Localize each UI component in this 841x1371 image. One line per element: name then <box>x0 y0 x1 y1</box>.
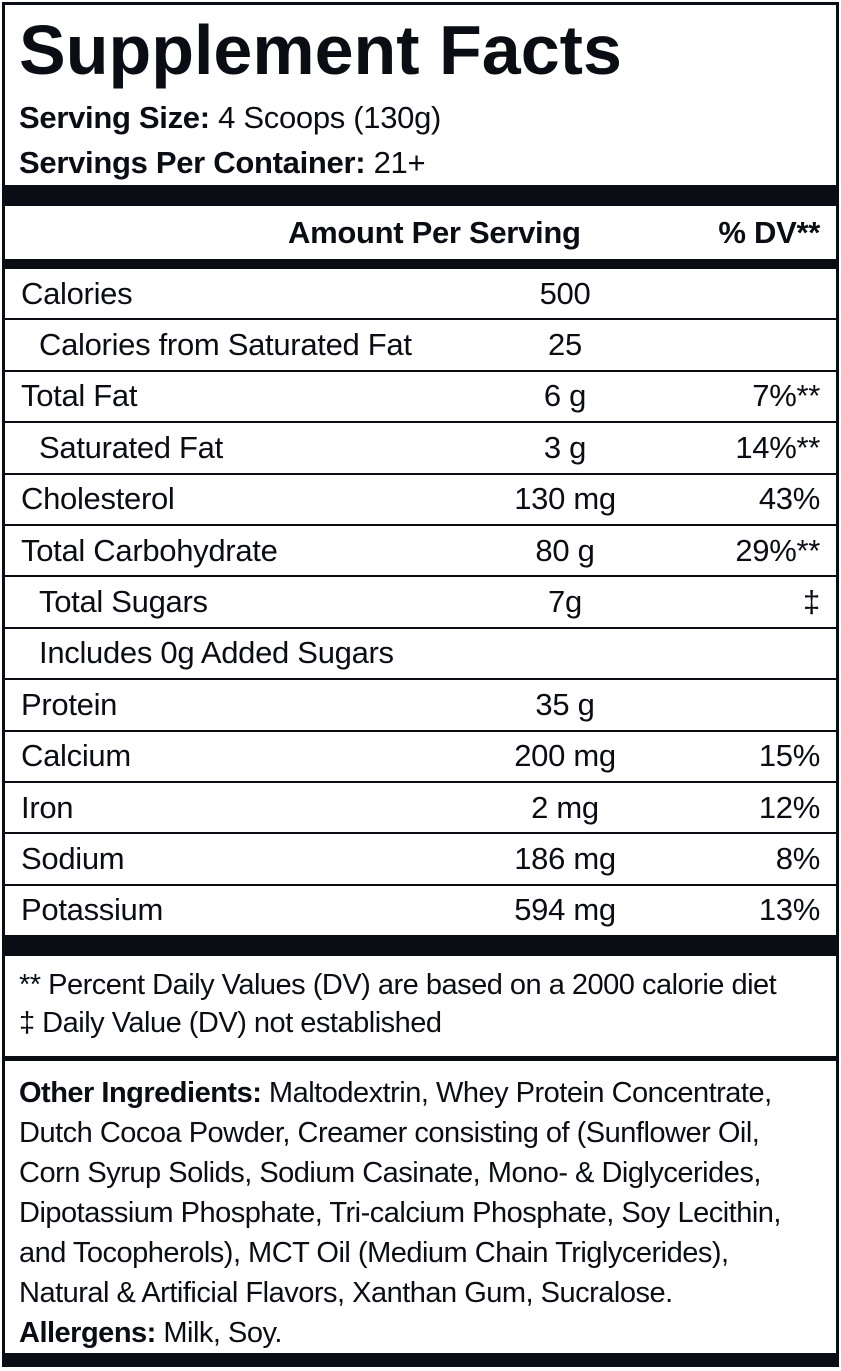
nutrient-amount: 35 g <box>535 686 595 722</box>
nutrient-amount: 2 mg <box>531 789 599 825</box>
table-row-total-fat: Total Fat 6 g 7%** <box>5 372 836 424</box>
table-header-row: Amount Per Serving % DV** <box>5 206 836 259</box>
allergens-line: Allergens: Milk, Soy. <box>19 1313 822 1353</box>
table-row-calories-from-saturated-fat: Calories from Saturated Fat 25 <box>5 320 836 372</box>
nutrient-name: Includes 0g Added Sugars <box>39 635 394 671</box>
other-ingredients-label: Other Ingredients: <box>19 1077 262 1109</box>
allergens-text: Milk, Soy. <box>155 1317 282 1349</box>
table-row-total-sugars: Total Sugars 7g ‡ <box>5 577 836 629</box>
nutrient-amount: 6 g <box>543 378 587 414</box>
nutrient-amount: 25 <box>548 327 582 363</box>
bottom-bar <box>5 1353 836 1364</box>
footnotes: ** Percent Daily Values (DV) are based o… <box>5 956 836 1048</box>
nutrient-amount: 186 mg <box>514 840 616 876</box>
dagger-footnote: ‡ Daily Value (DV) not established <box>19 1007 442 1039</box>
amount-per-serving-header: Amount Per Serving <box>288 214 581 250</box>
table-row-iron: Iron 2 mg 12% <box>5 783 836 835</box>
nutrient-dv: 13% <box>758 892 820 928</box>
label-header: Supplement Facts Serving Size: 4 Scoops … <box>5 5 836 185</box>
table-row-added-sugars: Includes 0g Added Sugars <box>5 629 836 681</box>
nutrient-name: Saturated Fat <box>39 429 223 465</box>
table-row-calories: Calories 500 <box>5 269 836 321</box>
nutrient-amount: 3 g <box>543 429 587 465</box>
table-row-total-carbohydrate: Total Carbohydrate 80 g 29%** <box>5 526 836 578</box>
nutrient-name: Calories <box>21 275 133 311</box>
nutrient-name: Iron <box>21 789 74 825</box>
nutrient-amount: 594 mg <box>514 892 616 928</box>
other-ingredients-paragraph: Other Ingredients: Maltodextrin, Whey Pr… <box>19 1073 822 1313</box>
nutrient-dv: 12% <box>758 789 820 825</box>
table-row-protein: Protein 35 g <box>5 680 836 732</box>
dv-footnote: ** Percent Daily Values (DV) are based o… <box>19 969 777 1001</box>
other-ingredients-section: Other Ingredients: Maltodextrin, Whey Pr… <box>5 1061 836 1353</box>
divider-bar-header <box>5 259 836 269</box>
serving-size-value: 4 Scoops (130g) <box>218 100 442 135</box>
serving-size-line: Serving Size: 4 Scoops (130g) <box>19 95 822 140</box>
serving-size-label: Serving Size: <box>19 100 210 135</box>
nutrient-name: Protein <box>21 686 118 722</box>
page-title: Supplement Facts <box>19 11 622 89</box>
table-row-calcium: Calcium 200 mg 15% <box>5 732 836 783</box>
nutrient-dv: 8% <box>775 840 821 876</box>
nutrient-name: Total Carbohydrate <box>21 532 278 568</box>
table-row-cholesterol: Cholesterol 130 mg 43% <box>5 475 836 526</box>
other-ingredients-text: Maltodextrin, Whey Protein Concentrate, … <box>19 1077 781 1309</box>
nutrient-amount: 200 mg <box>514 738 616 774</box>
nutrient-dv: 43% <box>758 481 820 517</box>
nutrient-table: Calories 500 Calories from Saturated Fat… <box>5 269 836 935</box>
nutrient-name: Total Fat <box>21 378 138 414</box>
table-row-potassium: Potassium 594 mg 13% <box>5 886 836 935</box>
footnote-divider-rule <box>5 1056 836 1061</box>
percent-dv-header: % DV** <box>718 214 820 250</box>
nutrient-dv: ‡ <box>803 584 820 620</box>
nutrient-amount: 500 <box>539 275 591 311</box>
nutrient-dv: 7%** <box>752 378 820 414</box>
divider-bar-top <box>5 185 836 206</box>
serving-info: Serving Size: 4 Scoops (130g) Servings P… <box>19 95 822 185</box>
nutrient-amount: 80 g <box>535 532 595 568</box>
nutrient-name: Calcium <box>21 738 131 774</box>
servings-per-container-value: 21+ <box>373 145 426 180</box>
nutrient-dv: 29%** <box>735 532 820 568</box>
table-row-sodium: Sodium 186 mg 8% <box>5 834 836 886</box>
servings-per-container-label: Servings Per Container: <box>19 145 366 180</box>
table-row-saturated-fat: Saturated Fat 3 g 14%** <box>5 423 836 475</box>
nutrient-amount: 130 mg <box>514 481 616 517</box>
nutrient-dv: 15% <box>758 738 820 774</box>
allergens-label: Allergens: <box>19 1317 156 1349</box>
nutrient-dv: 14%** <box>735 429 820 465</box>
nutrient-name: Potassium <box>21 892 164 928</box>
nutrient-amount: 7g <box>548 584 582 620</box>
nutrient-name: Calories from Saturated Fat <box>39 327 412 363</box>
divider-bar-bottom <box>5 935 836 956</box>
nutrient-name: Cholesterol <box>21 481 175 517</box>
servings-per-container-line: Servings Per Container: 21+ <box>19 140 822 185</box>
nutrient-name: Sodium <box>21 840 125 876</box>
nutrient-name: Total Sugars <box>39 584 208 620</box>
